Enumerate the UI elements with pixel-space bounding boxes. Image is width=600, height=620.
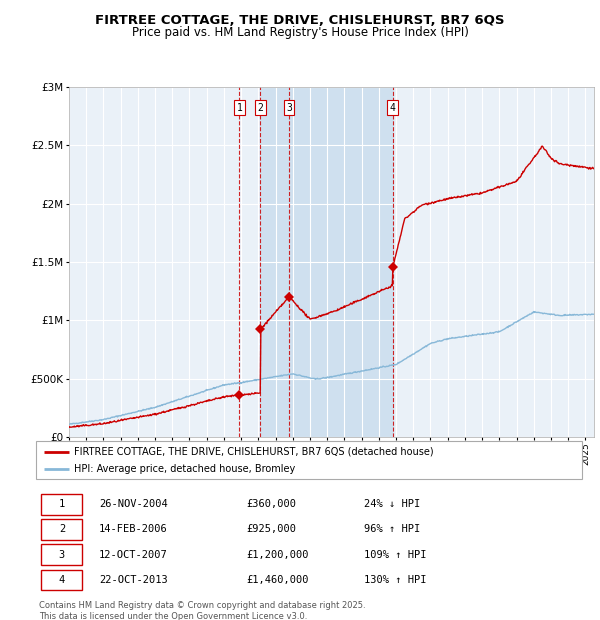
Text: 2: 2 — [59, 525, 65, 534]
Text: 2: 2 — [257, 103, 263, 113]
Text: 1: 1 — [236, 103, 242, 113]
Text: 3: 3 — [59, 550, 65, 560]
Text: 130% ↑ HPI: 130% ↑ HPI — [364, 575, 426, 585]
Text: 22-OCT-2013: 22-OCT-2013 — [99, 575, 167, 585]
Bar — [260, 87, 392, 437]
Text: £925,000: £925,000 — [246, 525, 296, 534]
FancyBboxPatch shape — [36, 441, 582, 479]
Text: £360,000: £360,000 — [246, 499, 296, 509]
Text: FIRTREE COTTAGE, THE DRIVE, CHISLEHURST, BR7 6QS: FIRTREE COTTAGE, THE DRIVE, CHISLEHURST,… — [95, 14, 505, 27]
Text: 12-OCT-2007: 12-OCT-2007 — [99, 550, 167, 560]
Text: 3: 3 — [286, 103, 292, 113]
Text: Contains HM Land Registry data © Crown copyright and database right 2025.
This d: Contains HM Land Registry data © Crown c… — [39, 601, 365, 620]
FancyBboxPatch shape — [41, 570, 82, 590]
Text: 96% ↑ HPI: 96% ↑ HPI — [364, 525, 420, 534]
Text: 24% ↓ HPI: 24% ↓ HPI — [364, 499, 420, 509]
FancyBboxPatch shape — [41, 544, 82, 565]
Text: £1,460,000: £1,460,000 — [246, 575, 309, 585]
FancyBboxPatch shape — [41, 494, 82, 515]
Text: 26-NOV-2004: 26-NOV-2004 — [99, 499, 167, 509]
Text: 4: 4 — [389, 103, 395, 113]
Text: £1,200,000: £1,200,000 — [246, 550, 309, 560]
Text: Price paid vs. HM Land Registry's House Price Index (HPI): Price paid vs. HM Land Registry's House … — [131, 26, 469, 39]
FancyBboxPatch shape — [41, 519, 82, 540]
Text: HPI: Average price, detached house, Bromley: HPI: Average price, detached house, Brom… — [74, 464, 295, 474]
Text: 14-FEB-2006: 14-FEB-2006 — [99, 525, 167, 534]
Text: FIRTREE COTTAGE, THE DRIVE, CHISLEHURST, BR7 6QS (detached house): FIRTREE COTTAGE, THE DRIVE, CHISLEHURST,… — [74, 447, 434, 457]
Text: 4: 4 — [59, 575, 65, 585]
Text: 1: 1 — [59, 499, 65, 509]
Text: 109% ↑ HPI: 109% ↑ HPI — [364, 550, 426, 560]
